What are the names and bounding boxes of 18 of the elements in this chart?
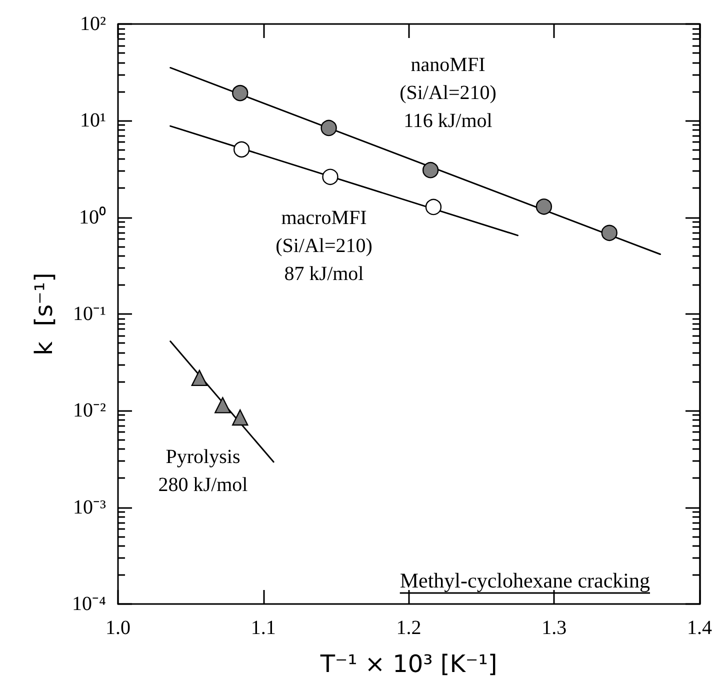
y-tick-label: 10⁰	[79, 205, 106, 228]
x-tick-label: 1.3	[542, 617, 567, 639]
x-tick-label: 1.2	[396, 617, 422, 639]
y-axis-title: k [s⁻¹]	[30, 272, 58, 356]
y-tick-label: 10⁻²	[73, 400, 106, 422]
x-tick-label: 1.4	[687, 617, 712, 639]
y-tick-label: 10⁻⁴	[72, 593, 106, 615]
annotation: macroMFI (Si/Al=210) 87 kJ/mol	[276, 207, 372, 285]
y-tick-label: 10⁻³	[73, 496, 106, 518]
y-tick-label: 10¹	[80, 110, 106, 132]
x-axis-title: T⁻¹ × 10³ [K⁻¹]	[319, 650, 498, 678]
y-tick-label: 10²	[80, 13, 106, 35]
text: Methyl-cyclohexane cracking	[400, 568, 650, 592]
x-tick-label: 1.0	[106, 617, 130, 639]
x-tick-label: 1.1	[250, 617, 276, 639]
annotation: nanoMFI (Si/Al=210) 116 kJ/mol	[400, 54, 496, 132]
y-tick-label: 10⁻¹	[73, 303, 106, 325]
annotation: Pyrolysis 280 kJ/mol	[158, 446, 248, 496]
